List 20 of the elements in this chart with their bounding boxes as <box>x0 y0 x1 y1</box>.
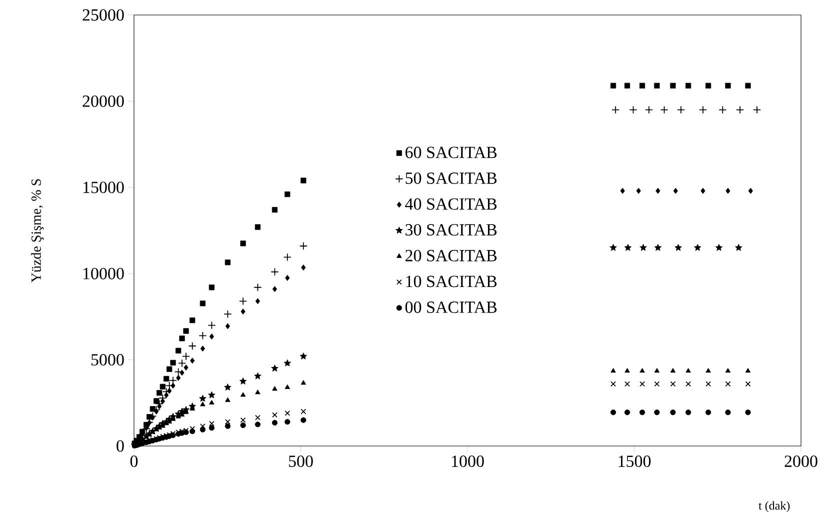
legend-label: 40 SACITAB <box>405 198 497 210</box>
legend-label: 10 SACITAB <box>406 276 497 288</box>
y-tick-label: 15000 <box>83 182 124 194</box>
x-tick-label: 0 <box>130 456 138 467</box>
y-axis-title: Yüzde Şişme, % S <box>31 179 44 282</box>
y-tick-label: 25000 <box>82 9 124 21</box>
legend-label: 60 SACITAB <box>406 146 497 158</box>
x-axis-title: t (dak) <box>758 501 790 512</box>
legend-label: 20 SACITAB <box>406 250 497 262</box>
y-tick-label: 5000 <box>91 354 124 366</box>
y-tick-label: 0 <box>116 440 124 452</box>
x-tick-label: 1000 <box>452 456 484 467</box>
x-tick-label: 2000 <box>784 456 818 467</box>
legend-label: 30 SACITAB <box>406 224 497 236</box>
y-tick-label: 10000 <box>83 268 124 280</box>
x-tick-label: 500 <box>288 456 313 467</box>
x-tick-label: 1500 <box>618 456 651 467</box>
legend-label: 50 SACITAB <box>406 172 497 184</box>
y-tick-label: 20000 <box>82 95 124 107</box>
legend-label: 00 SACITAB <box>405 302 497 313</box>
